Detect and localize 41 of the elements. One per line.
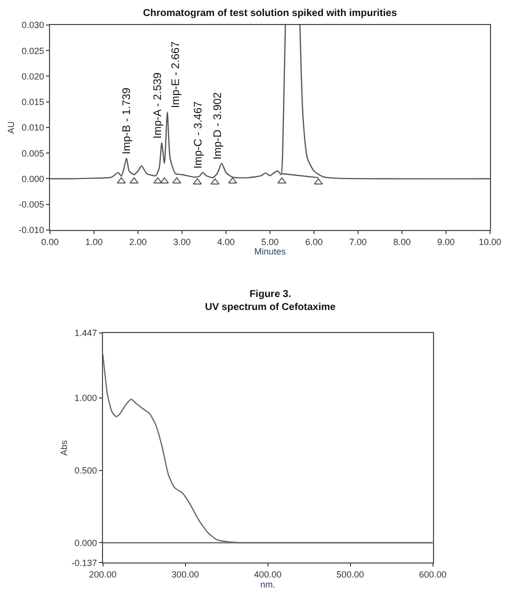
x-tick-label: 500.00: [336, 569, 364, 580]
x-tick-label: 300.00: [172, 569, 200, 580]
y-tick-label: -0.137: [71, 558, 97, 568]
x-axis-title: Minutes: [254, 246, 286, 257]
y-tick-label: 0.030: [22, 20, 44, 30]
x-tick-label: 8.00: [393, 236, 411, 247]
y-tick-label: -0.005: [18, 199, 44, 210]
x-tick-label: 7.00: [349, 236, 367, 247]
x-tick-label: 5.00: [261, 236, 279, 247]
x-tick-label: 2.00: [129, 236, 147, 247]
x-axis-title: nm.: [260, 579, 276, 590]
y-axis-title: Abs: [58, 440, 69, 456]
y-tick-label: 0.005: [22, 148, 44, 158]
x-tick-label: 6.00: [305, 236, 323, 247]
y-tick-label: 0.000: [22, 174, 44, 184]
x-tick-label: 9.00: [437, 236, 455, 247]
annotation: Imp-C - 3.467: [192, 101, 204, 169]
y-tick-label: 0.020: [22, 71, 44, 82]
chart-title: Chromatogram of test solution spiked with impurities: [143, 8, 398, 19]
y-tick-label: 0.500: [74, 465, 97, 476]
y-tick-label: 0.010: [22, 122, 44, 133]
y-tick-label: 0.025: [22, 46, 44, 56]
y-tick-label: 1.000: [74, 392, 97, 403]
y-tick-label: 0.000: [74, 538, 97, 548]
x-tick-label: 4.00: [217, 236, 235, 247]
x-tick-label: 400.00: [254, 569, 282, 580]
y-tick-label: 0.015: [22, 97, 44, 108]
y-tick-label: 1.447: [74, 328, 97, 338]
y-axis-title: AU: [6, 121, 16, 134]
x-tick-label: 10.00: [478, 236, 502, 247]
annotation: Imp-B - 1.739: [120, 88, 133, 154]
x-tick-label: 600.00: [419, 569, 447, 580]
chart-title: Figure 3. UV spectrum of Cefotaxime: [205, 289, 336, 313]
annotation: Imp-A - 2.539: [152, 72, 164, 139]
x-tick-label: 200.00: [89, 569, 117, 580]
y-tick-label: -0.010: [18, 225, 44, 236]
annotation: Imp-D - 3.902: [212, 92, 224, 160]
x-tick-label: 0.00: [41, 236, 59, 247]
x-tick-label: 3.00: [173, 236, 191, 247]
annotation: Imp-E - 2.667: [170, 41, 182, 108]
x-tick-label: 1.00: [85, 236, 103, 247]
